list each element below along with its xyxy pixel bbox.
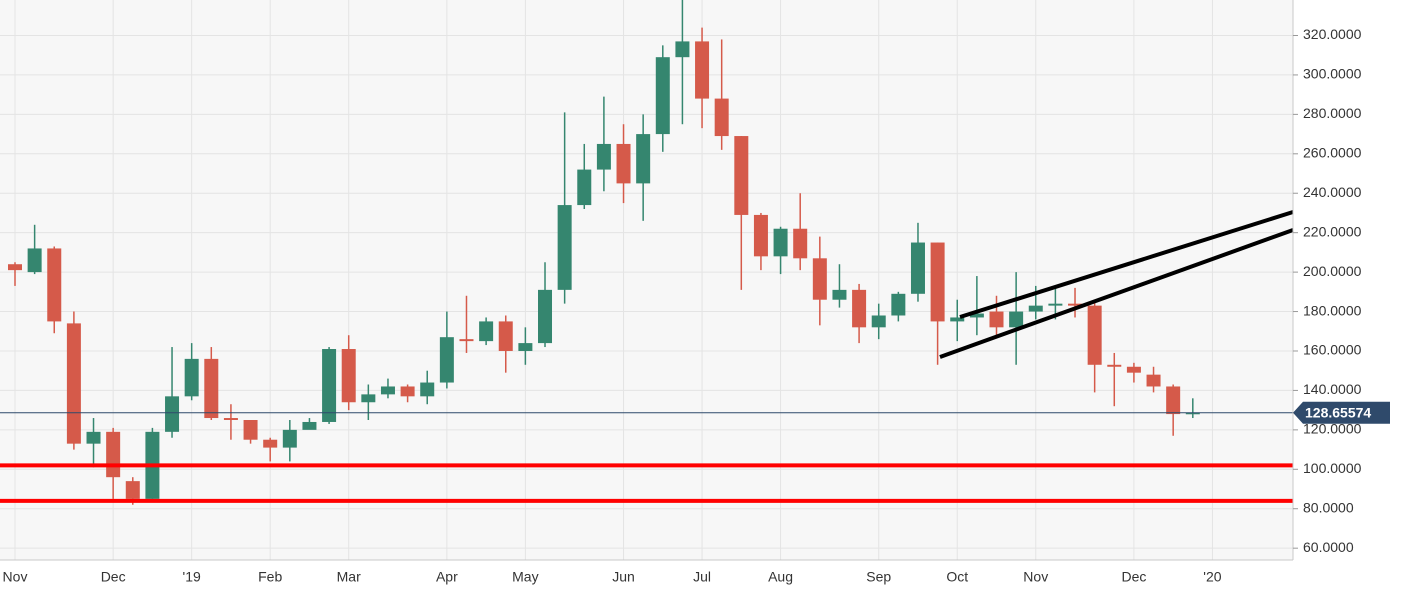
candle-body [1166, 386, 1181, 415]
y-tick-label: 120.0000 [1303, 421, 1362, 437]
x-tick-label: Nov [1023, 569, 1048, 585]
candle-body [596, 143, 611, 170]
y-tick-label: 180.0000 [1303, 302, 1362, 318]
candle-body [871, 315, 886, 328]
candle-body [636, 134, 651, 184]
candle-body [616, 143, 631, 184]
candle-body [655, 57, 670, 135]
x-tick-label: Nov [3, 569, 28, 585]
x-tick-label: Apr [436, 569, 458, 585]
candle-body [27, 248, 42, 273]
candle-body [1087, 305, 1102, 365]
x-tick-label: Mar [337, 569, 361, 585]
candle-body [322, 349, 337, 422]
candle-body [282, 429, 297, 448]
candle-body [1009, 311, 1024, 328]
y-tick-label: 260.0000 [1303, 145, 1362, 161]
candle-body [459, 339, 474, 342]
x-tick-label: Feb [258, 569, 282, 585]
candle-body [479, 321, 494, 342]
candle-body [773, 228, 788, 257]
candle-body [577, 169, 592, 206]
y-tick-label: 220.0000 [1303, 223, 1362, 239]
candle-body [832, 289, 847, 300]
candle-body [557, 205, 572, 290]
candle-body [302, 421, 317, 430]
y-tick-label: 160.0000 [1303, 342, 1362, 358]
x-tick-label: May [512, 569, 538, 585]
x-tick-label: '20 [1203, 569, 1221, 585]
y-tick-label: 240.0000 [1303, 184, 1362, 200]
candle-body [380, 386, 395, 395]
candle-body [243, 420, 258, 440]
candle-body [675, 41, 690, 58]
candle-body [125, 481, 140, 499]
candle-body [1185, 412, 1200, 415]
candle-body [969, 313, 984, 318]
candle-body [498, 321, 513, 351]
candle-body [106, 431, 121, 478]
x-tick-label: Sep [866, 569, 891, 585]
candle-body [1028, 305, 1043, 312]
candle-body [695, 41, 710, 99]
candle-body [538, 289, 553, 344]
x-tick-label: Jun [612, 569, 635, 585]
candle-body [989, 311, 1004, 328]
candle-body [86, 431, 101, 444]
axis-labels: 60.0000 80.0000 100.0000 120.0000 140.0000 16… [3, 26, 1390, 585]
plot-area [0, 0, 1293, 560]
candle-body [793, 228, 808, 259]
x-tick-label: Dec [101, 569, 126, 585]
trend-line [939, 228, 1294, 359]
candle-body [204, 358, 219, 419]
candle-body [753, 214, 768, 257]
candle-body [1048, 303, 1063, 306]
x-tick-label: Dec [1121, 569, 1146, 585]
candle-body [1107, 364, 1122, 367]
candle-body [518, 343, 533, 351]
candle-body [263, 439, 278, 448]
y-tick-label: 140.0000 [1303, 381, 1362, 397]
overlays [0, 412, 1293, 503]
candle-body [812, 258, 827, 300]
candle-body [714, 98, 729, 137]
candle-body [66, 323, 81, 444]
trend-line [959, 210, 1294, 319]
candle-body [361, 394, 376, 403]
y-tick-label: 300.0000 [1303, 66, 1362, 82]
candle-body [910, 242, 925, 294]
candle-body [439, 337, 454, 383]
candle-body [1068, 303, 1083, 306]
y-tick-label: 280.0000 [1303, 105, 1362, 121]
candle-body [852, 289, 867, 328]
last-price-box [1293, 401, 1390, 424]
candle-body [341, 349, 356, 403]
y-tick-label: 200.0000 [1303, 263, 1362, 279]
y-tick-label: 320.0000 [1303, 26, 1362, 42]
x-tick-label: Jul [693, 569, 711, 585]
x-tick-label: Oct [946, 569, 968, 585]
y-tick-label: 60.0000 [1303, 539, 1354, 555]
candle-body [930, 242, 945, 322]
candle-body [8, 264, 22, 271]
y-tick-label: 100.0000 [1303, 460, 1362, 476]
candle-body [891, 293, 906, 316]
x-tick-label: Aug [768, 569, 793, 585]
candle-body [734, 136, 749, 215]
candle-body [1126, 366, 1141, 373]
candle-body [1146, 374, 1161, 387]
candles [8, 0, 1200, 505]
candle-body [950, 317, 965, 322]
candle-body [420, 382, 435, 397]
candle-body [400, 386, 415, 397]
x-tick-label: '19 [183, 569, 201, 585]
candle-body [165, 396, 180, 432]
candle-body [184, 358, 199, 397]
candle-body [223, 418, 238, 420]
y-tick-label: 80.0000 [1303, 499, 1354, 515]
last-price-label: 128.65574 [1305, 404, 1371, 420]
candle-body [47, 248, 62, 322]
